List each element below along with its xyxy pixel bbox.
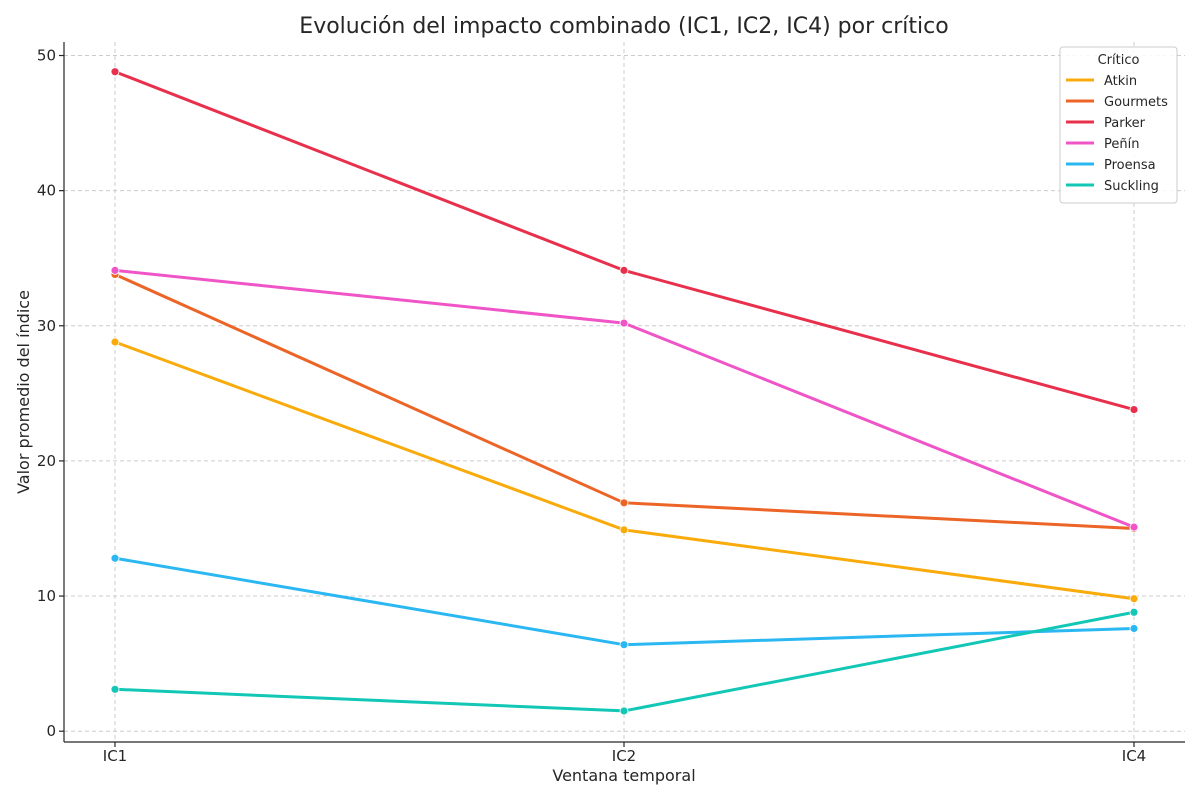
- legend-item-atkin: Atkin: [1066, 74, 1137, 89]
- series-parker: [110, 67, 1139, 414]
- legend-item-gourmets: Gourmets: [1066, 95, 1168, 110]
- y-tick-label: 0: [46, 722, 56, 740]
- axis-layer: 0 10 20 30 40 50 IC1 IC2 IC4: [37, 42, 1185, 765]
- x-tick-label: IC4: [1122, 747, 1146, 765]
- x-axis-label: Ventana temporal: [552, 766, 695, 785]
- data-point: [1129, 624, 1139, 633]
- legend-label: Atkin: [1104, 74, 1137, 89]
- y-tick-label: 30: [37, 317, 56, 335]
- grid-layer: [64, 42, 1185, 742]
- legend-label: Proensa: [1104, 158, 1156, 173]
- data-point: [619, 498, 629, 508]
- y-tick-label: 10: [37, 587, 56, 605]
- data-point: [619, 706, 629, 716]
- legend-label: Gourmets: [1104, 95, 1168, 110]
- y-tick-label: 20: [37, 452, 56, 470]
- data-point: [619, 640, 629, 650]
- series-proensa: [110, 553, 1139, 650]
- x-tick-label: IC1: [103, 747, 127, 765]
- legend-label: Parker: [1104, 116, 1146, 131]
- series-layer: [110, 67, 1139, 716]
- data-point: [619, 318, 629, 328]
- data-point: [110, 337, 120, 347]
- data-point: [1129, 594, 1139, 604]
- y-tick-label: 50: [37, 47, 56, 65]
- data-point: [110, 684, 120, 694]
- legend-item-suckling: Suckling: [1066, 179, 1159, 194]
- legend-item-proensa: Proensa: [1066, 158, 1156, 173]
- series-suckling: [110, 607, 1139, 716]
- x-tick-label: IC2: [612, 747, 636, 765]
- data-point: [110, 265, 120, 275]
- chart-title: Evolución del impacto combinado (IC1, IC…: [299, 14, 948, 39]
- series-atkin: [110, 337, 1139, 604]
- legend-item-parker: Parker: [1066, 116, 1146, 131]
- data-point: [110, 67, 120, 77]
- data-point: [1129, 607, 1139, 617]
- y-axis-label: Valor promedio del índice: [14, 290, 33, 494]
- data-point: [110, 553, 120, 563]
- y-tick-label: 40: [37, 182, 56, 200]
- data-point: [619, 265, 629, 275]
- legend-item-peñín: Peñín: [1066, 137, 1139, 152]
- data-point: [619, 525, 629, 535]
- data-point: [1129, 405, 1139, 414]
- legend-label: Suckling: [1104, 179, 1159, 194]
- data-point: [1129, 522, 1139, 532]
- legend-title: Crítico: [1098, 53, 1140, 68]
- legend-label: Peñín: [1104, 137, 1139, 152]
- legend: Crítico Atkin Gourmets Parker Peñín Proensa Su…: [1059, 46, 1178, 204]
- series-peñín: [110, 265, 1139, 532]
